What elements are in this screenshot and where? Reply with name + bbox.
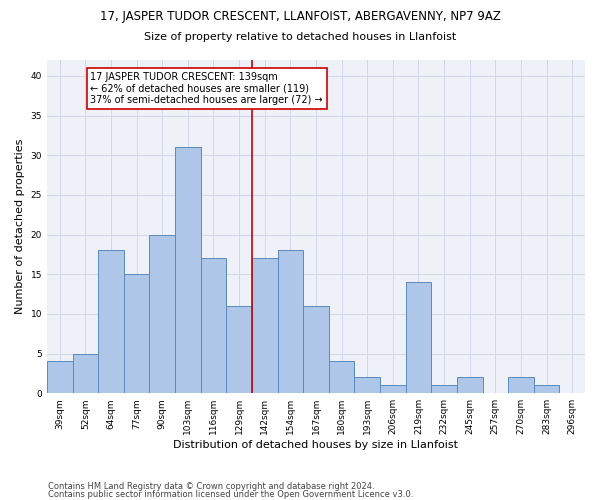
Bar (380, 386, 406, 393)
Bar (149, 234, 175, 393)
Bar (252, 258, 278, 393)
Text: 17, JASPER TUDOR CRESCENT, LLANFOIST, ABERGAVENNY, NP7 9AZ: 17, JASPER TUDOR CRESCENT, LLANFOIST, AB… (100, 10, 500, 23)
Bar (355, 378, 380, 393)
Bar (175, 148, 200, 393)
Bar (47, 362, 73, 393)
Text: Contains HM Land Registry data © Crown copyright and database right 2024.: Contains HM Land Registry data © Crown c… (48, 482, 374, 491)
Y-axis label: Number of detached properties: Number of detached properties (15, 139, 25, 314)
Bar (200, 258, 226, 393)
Bar (457, 378, 482, 393)
Bar (226, 306, 252, 393)
Text: 17 JASPER TUDOR CRESCENT: 139sqm
← 62% of detached houses are smaller (119)
37% : 17 JASPER TUDOR CRESCENT: 139sqm ← 62% o… (91, 72, 323, 105)
X-axis label: Distribution of detached houses by size in Llanfoist: Distribution of detached houses by size … (173, 440, 458, 450)
Bar (534, 386, 559, 393)
Bar (124, 274, 149, 393)
Bar (431, 386, 457, 393)
Bar (406, 282, 431, 393)
Text: Size of property relative to detached houses in Llanfoist: Size of property relative to detached ho… (144, 32, 456, 42)
Bar (278, 250, 303, 393)
Bar (98, 250, 124, 393)
Bar (508, 378, 534, 393)
Bar (329, 362, 355, 393)
Bar (73, 354, 98, 393)
Text: Contains public sector information licensed under the Open Government Licence v3: Contains public sector information licen… (48, 490, 413, 499)
Bar (303, 306, 329, 393)
